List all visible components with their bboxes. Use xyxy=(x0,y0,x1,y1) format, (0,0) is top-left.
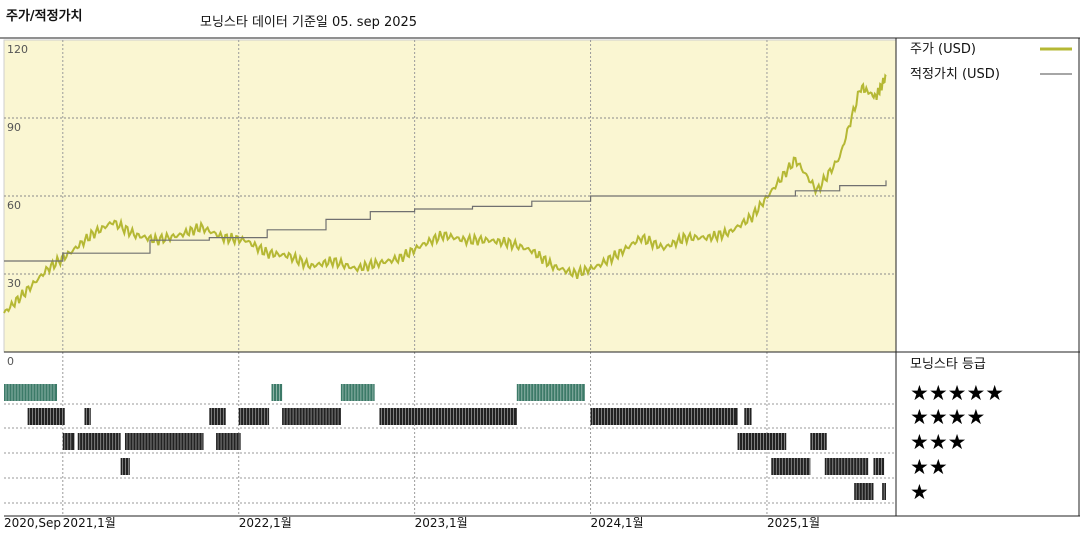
rating-bar-fill xyxy=(120,458,130,475)
rating-bar-fill xyxy=(124,433,204,450)
rating-bar-2-star xyxy=(824,458,869,475)
rating-bar-4-star xyxy=(84,408,91,425)
rating-bar-fill xyxy=(27,408,65,425)
rating-bar-2-star xyxy=(873,458,885,475)
rating-legend-title: 모닝스타 등급 xyxy=(910,357,986,372)
x-axis-ticks: 2020,Sep 2021,1월 2022,1월 2023,1월 2024,1월 2025… xyxy=(4,516,820,530)
legend-price-label: 주가 (USD) xyxy=(910,42,976,57)
rating-bar-4-star xyxy=(590,408,738,425)
x-tick-label: 2021,1월 xyxy=(63,516,116,530)
rating-bar-2-star xyxy=(120,458,130,475)
price-series-line xyxy=(3,73,887,314)
rating-bar-3-star xyxy=(124,433,204,450)
rating-star-label: ★ xyxy=(910,480,929,504)
y-tick-label: 120 xyxy=(7,43,28,56)
rating-bar-1-star xyxy=(882,483,886,500)
y-axis-ticks: 0 30 60 90 120 xyxy=(7,43,28,368)
x-tick-label: 2020,Sep xyxy=(4,516,61,530)
legend: 주가 (USD) 적정가치 (USD) 모닝스타 등급 xyxy=(910,42,1072,372)
y-tick-label: 30 xyxy=(7,277,21,290)
rating-bar-fill xyxy=(62,433,75,450)
rating-bar-fill xyxy=(4,384,58,401)
fair-value-series-line xyxy=(4,180,887,262)
rating-bar-fill xyxy=(379,408,517,425)
rating-bar-fill xyxy=(771,458,811,475)
rating-bar-fill xyxy=(77,433,121,450)
rating-bar-fill xyxy=(216,433,241,450)
rating-bar-fill xyxy=(824,458,869,475)
rating-bar-5-star xyxy=(271,384,283,401)
rating-bar-3-star xyxy=(216,433,241,450)
x-tick-label: 2025,1월 xyxy=(767,516,820,530)
x-tick-label: 2023,1월 xyxy=(415,516,468,530)
rating-bar-4-star xyxy=(238,408,270,425)
rating-bar-fill xyxy=(84,408,91,425)
rating-star-label: ★★★ xyxy=(910,430,966,454)
rating-bars xyxy=(4,384,886,500)
rating-bar-1-star xyxy=(854,483,874,500)
rating-bar-4-star xyxy=(209,408,226,425)
rating-star-labels: ★★★★★★★★★★★★★★★ xyxy=(910,381,1004,504)
rating-bar-fill xyxy=(516,384,585,401)
rating-bar-fill xyxy=(737,433,787,450)
rating-bar-4-star xyxy=(282,408,341,425)
legend-fair-label: 적정가치 (USD) xyxy=(910,67,1000,82)
y-tick-label: 60 xyxy=(7,199,21,212)
rating-star-label: ★★★★ xyxy=(910,405,985,429)
rating-guide-lines xyxy=(4,403,896,504)
rating-bar-2-star xyxy=(771,458,811,475)
rating-star-label: ★★ xyxy=(910,455,948,479)
series-lines xyxy=(3,73,887,314)
rating-bar-fill xyxy=(854,483,874,500)
panel-label: 주가/적정가치 xyxy=(6,8,83,24)
rating-bar-5-star xyxy=(4,384,58,401)
rating-bar-3-star xyxy=(77,433,121,450)
rating-bar-5-star xyxy=(340,384,375,401)
rating-star-label: ★★★★★ xyxy=(910,381,1004,405)
x-tick-label: 2022,1월 xyxy=(239,516,292,530)
rating-bar-4-star xyxy=(744,408,752,425)
y-tick-label: 0 xyxy=(7,355,14,368)
y-tick-label: 90 xyxy=(7,121,21,134)
rating-bar-3-star xyxy=(737,433,787,450)
rating-bar-fill xyxy=(744,408,752,425)
rating-bar-3-star xyxy=(810,433,827,450)
rating-bar-4-star xyxy=(379,408,517,425)
rating-bar-4-star xyxy=(27,408,65,425)
x-tick-label: 2024,1월 xyxy=(591,516,644,530)
rating-bar-3-star xyxy=(62,433,75,450)
rating-bar-5-star xyxy=(516,384,585,401)
source-note: 모닝스타 데이터 기준일 05. sep 2025 xyxy=(200,15,417,30)
